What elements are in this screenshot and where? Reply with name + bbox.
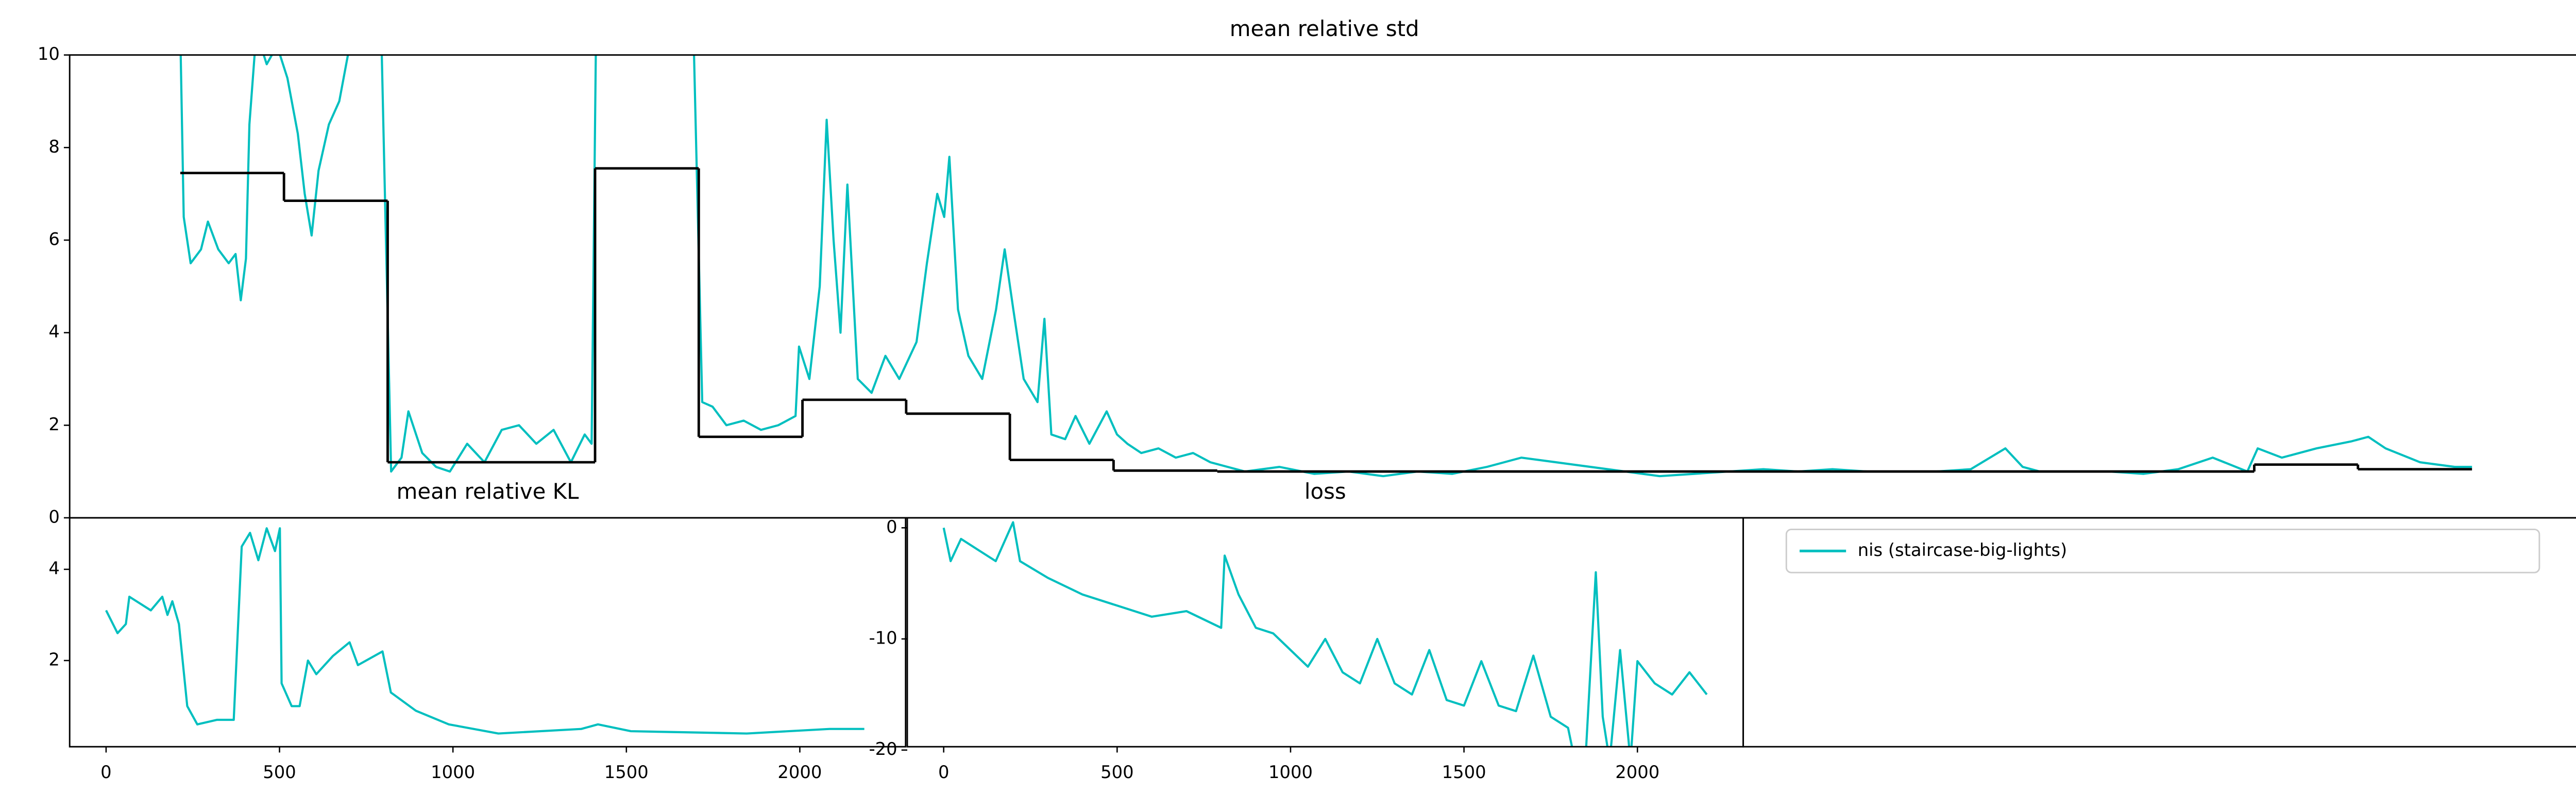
y-tick-label: 4 [48,322,60,342]
y-tick-label: -10 [869,628,897,648]
plot-area [105,527,865,735]
y-tick-label: 2 [48,649,60,669]
x-tick-label: 2000 [777,762,822,782]
chart-title: mean relative KL [397,479,580,504]
x-tick-label: 1500 [1442,762,1486,782]
chart-title: loss [1304,479,1346,504]
chart-title: mean relative std [1230,16,1419,41]
plot-area [179,55,2472,478]
y-tick-label: 6 [48,229,60,249]
legend-label: nis (staircase-big-lights) [1858,540,2067,560]
y-tick-label: 8 [48,137,60,157]
x-tick-label: 0 [100,762,112,782]
axes-frame [906,517,1744,748]
plot-area [942,521,1708,747]
x-tick-label: 500 [263,762,296,782]
x-tick-label: 1000 [1268,762,1313,782]
series-line [942,521,1708,747]
series-line [105,527,865,735]
y-tick-label: 2 [48,414,60,434]
x-tick-label: 1500 [604,762,649,782]
y-tick-label: -20 [869,739,897,759]
x-tick-label: 500 [1100,762,1134,782]
x-tick-label: 1000 [431,762,475,782]
axes-frame [69,517,907,748]
y-tick-label: 10 [38,44,60,64]
y-tick-label: 0 [886,517,897,537]
y-tick-label: 4 [48,558,60,578]
x-tick-label: 2000 [1615,762,1659,782]
legend-box [1785,529,2540,573]
y-tick-label: 0 [48,507,60,527]
x-tick-label: 0 [938,762,950,782]
